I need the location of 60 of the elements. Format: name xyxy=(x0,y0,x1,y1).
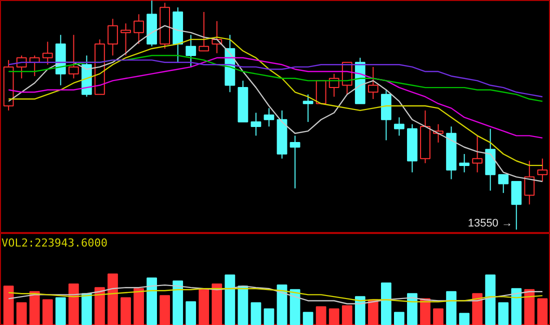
candlestick xyxy=(55,34,66,86)
bar xyxy=(433,308,444,325)
candlestick xyxy=(472,135,483,173)
bar xyxy=(134,288,144,325)
bar xyxy=(238,286,248,325)
bar xyxy=(212,284,222,325)
candlestick xyxy=(250,112,262,136)
candlestick xyxy=(459,154,470,173)
bar xyxy=(511,288,522,325)
bar xyxy=(498,302,509,325)
candlestick xyxy=(134,14,144,45)
bar xyxy=(198,289,210,325)
bar xyxy=(108,273,118,325)
bar xyxy=(16,302,27,325)
bar xyxy=(446,291,456,325)
candlestick xyxy=(212,20,222,54)
bar xyxy=(120,297,131,325)
candlestick xyxy=(290,135,300,189)
bar xyxy=(316,306,326,325)
bar xyxy=(368,299,378,325)
bar xyxy=(250,302,262,325)
bar xyxy=(224,274,236,325)
bar xyxy=(68,284,79,325)
candlestick xyxy=(120,22,131,56)
bar xyxy=(407,293,418,325)
bar xyxy=(172,280,184,325)
bar xyxy=(82,293,92,325)
bar xyxy=(524,289,535,325)
bar xyxy=(146,277,157,325)
bar xyxy=(29,291,40,325)
bar xyxy=(290,289,300,325)
bar xyxy=(472,293,483,325)
candlestick xyxy=(407,124,418,173)
bar xyxy=(42,299,53,325)
candlestick xyxy=(368,66,378,100)
bar xyxy=(380,282,392,325)
bar xyxy=(328,308,340,325)
candlestick xyxy=(186,34,196,68)
chart-title: VOL2:223943.6000 xyxy=(2,236,108,250)
bar xyxy=(354,296,366,325)
bar xyxy=(3,286,14,325)
candlestick xyxy=(433,124,444,144)
bar xyxy=(94,287,105,325)
bar xyxy=(276,284,288,325)
bar xyxy=(459,312,470,325)
candlestick xyxy=(485,128,496,192)
candlestick xyxy=(446,126,456,180)
bar xyxy=(394,312,404,325)
candlestick xyxy=(537,158,548,182)
candlestick xyxy=(264,108,274,128)
bar xyxy=(186,301,196,325)
candlestick xyxy=(524,160,535,205)
bar xyxy=(160,295,170,325)
bar xyxy=(537,298,548,325)
bar xyxy=(55,297,66,325)
bar xyxy=(485,274,496,325)
bar xyxy=(264,308,274,325)
bar xyxy=(342,305,352,325)
bar xyxy=(302,312,314,325)
annotation: 13550 → xyxy=(468,218,512,230)
